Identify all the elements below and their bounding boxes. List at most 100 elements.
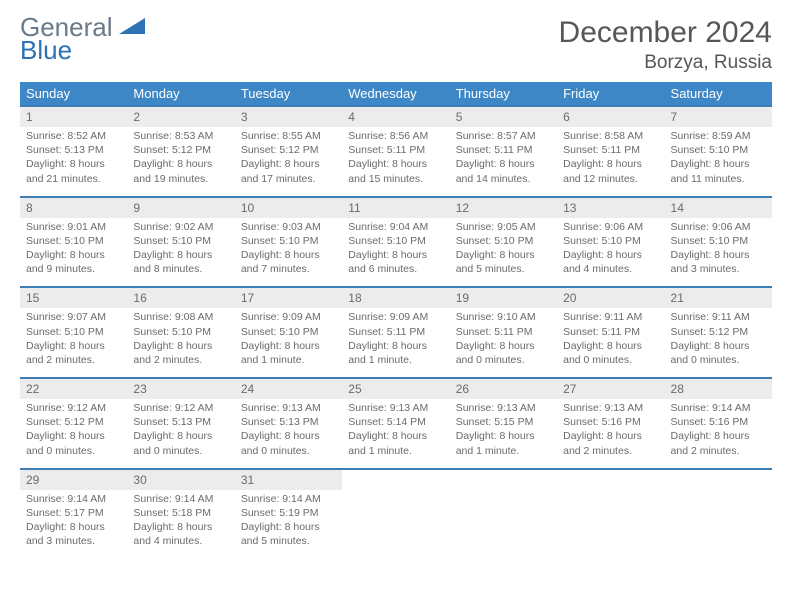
daylight-line: Daylight: 8 hours and 3 minutes.	[671, 248, 766, 276]
dow-saturday: Saturday	[665, 82, 772, 106]
page-header: General Blue December 2024 Borzya, Russi…	[20, 16, 772, 74]
day-cell: 29Sunrise: 9:14 AMSunset: 5:17 PMDayligh…	[20, 469, 127, 559]
day-content: Sunrise: 9:08 AMSunset: 5:10 PMDaylight:…	[127, 308, 234, 377]
day-content: Sunrise: 9:01 AMSunset: 5:10 PMDaylight:…	[20, 218, 127, 287]
day-cell: 22Sunrise: 9:12 AMSunset: 5:12 PMDayligh…	[20, 378, 127, 469]
day-number: 28	[665, 379, 772, 399]
day-number: 9	[127, 198, 234, 218]
sunrise-line: Sunrise: 9:11 AM	[671, 310, 766, 324]
sunset-line: Sunset: 5:18 PM	[133, 506, 228, 520]
sunrise-line: Sunrise: 8:58 AM	[563, 129, 658, 143]
day-number: 7	[665, 107, 772, 127]
page-title: December 2024	[559, 16, 772, 50]
day-cell: 28Sunrise: 9:14 AMSunset: 5:16 PMDayligh…	[665, 378, 772, 469]
day-cell: 10Sunrise: 9:03 AMSunset: 5:10 PMDayligh…	[235, 197, 342, 288]
logo-text: General Blue	[20, 16, 113, 63]
calendar-body: 1Sunrise: 8:52 AMSunset: 5:13 PMDaylight…	[20, 106, 772, 559]
day-content: Sunrise: 9:14 AMSunset: 5:19 PMDaylight:…	[235, 490, 342, 559]
day-number: 20	[557, 288, 664, 308]
location-label: Borzya, Russia	[559, 52, 772, 74]
sunrise-line: Sunrise: 9:13 AM	[456, 401, 551, 415]
sunset-line: Sunset: 5:11 PM	[348, 143, 443, 157]
daylight-line: Daylight: 8 hours and 2 minutes.	[563, 429, 658, 457]
day-content: Sunrise: 9:13 AMSunset: 5:16 PMDaylight:…	[557, 399, 664, 468]
sunrise-line: Sunrise: 9:07 AM	[26, 310, 121, 324]
daylight-line: Daylight: 8 hours and 0 minutes.	[456, 339, 551, 367]
sunrise-line: Sunrise: 9:01 AM	[26, 220, 121, 234]
daylight-line: Daylight: 8 hours and 17 minutes.	[241, 157, 336, 185]
sunrise-line: Sunrise: 9:12 AM	[133, 401, 228, 415]
day-content: Sunrise: 9:10 AMSunset: 5:11 PMDaylight:…	[450, 308, 557, 377]
day-content: Sunrise: 9:11 AMSunset: 5:11 PMDaylight:…	[557, 308, 664, 377]
daylight-line: Daylight: 8 hours and 0 minutes.	[133, 429, 228, 457]
daylight-line: Daylight: 8 hours and 1 minute.	[348, 339, 443, 367]
day-number: 10	[235, 198, 342, 218]
day-number: 12	[450, 198, 557, 218]
day-number: 11	[342, 198, 449, 218]
sunrise-line: Sunrise: 9:13 AM	[241, 401, 336, 415]
sunrise-line: Sunrise: 8:56 AM	[348, 129, 443, 143]
sunset-line: Sunset: 5:13 PM	[26, 143, 121, 157]
sunset-line: Sunset: 5:10 PM	[563, 234, 658, 248]
daylight-line: Daylight: 8 hours and 1 minute.	[348, 429, 443, 457]
day-number: 6	[557, 107, 664, 127]
sunset-line: Sunset: 5:16 PM	[671, 415, 766, 429]
day-number: 24	[235, 379, 342, 399]
dow-sunday: Sunday	[20, 82, 127, 106]
sunset-line: Sunset: 5:11 PM	[563, 325, 658, 339]
day-number: 27	[557, 379, 664, 399]
title-block: December 2024 Borzya, Russia	[559, 16, 772, 74]
daylight-line: Daylight: 8 hours and 4 minutes.	[133, 520, 228, 548]
logo-line2: Blue	[20, 35, 72, 65]
empty-cell	[450, 469, 557, 559]
day-number: 2	[127, 107, 234, 127]
day-cell: 20Sunrise: 9:11 AMSunset: 5:11 PMDayligh…	[557, 287, 664, 378]
sunrise-line: Sunrise: 9:14 AM	[133, 492, 228, 506]
sunset-line: Sunset: 5:10 PM	[456, 234, 551, 248]
daylight-line: Daylight: 8 hours and 7 minutes.	[241, 248, 336, 276]
day-content: Sunrise: 8:57 AMSunset: 5:11 PMDaylight:…	[450, 127, 557, 196]
day-number: 14	[665, 198, 772, 218]
day-content: Sunrise: 9:14 AMSunset: 5:18 PMDaylight:…	[127, 490, 234, 559]
sunset-line: Sunset: 5:10 PM	[671, 234, 766, 248]
logo-triangle-icon	[119, 16, 145, 36]
sunset-line: Sunset: 5:10 PM	[26, 234, 121, 248]
daylight-line: Daylight: 8 hours and 14 minutes.	[456, 157, 551, 185]
day-cell: 12Sunrise: 9:05 AMSunset: 5:10 PMDayligh…	[450, 197, 557, 288]
day-content: Sunrise: 8:59 AMSunset: 5:10 PMDaylight:…	[665, 127, 772, 196]
day-cell: 5Sunrise: 8:57 AMSunset: 5:11 PMDaylight…	[450, 106, 557, 197]
daylight-line: Daylight: 8 hours and 4 minutes.	[563, 248, 658, 276]
day-cell: 6Sunrise: 8:58 AMSunset: 5:11 PMDaylight…	[557, 106, 664, 197]
day-content: Sunrise: 9:12 AMSunset: 5:13 PMDaylight:…	[127, 399, 234, 468]
daylight-line: Daylight: 8 hours and 2 minutes.	[26, 339, 121, 367]
day-content: Sunrise: 9:03 AMSunset: 5:10 PMDaylight:…	[235, 218, 342, 287]
day-number: 15	[20, 288, 127, 308]
sunset-line: Sunset: 5:16 PM	[563, 415, 658, 429]
daylight-line: Daylight: 8 hours and 2 minutes.	[133, 339, 228, 367]
sunset-line: Sunset: 5:15 PM	[456, 415, 551, 429]
day-cell: 18Sunrise: 9:09 AMSunset: 5:11 PMDayligh…	[342, 287, 449, 378]
day-cell: 16Sunrise: 9:08 AMSunset: 5:10 PMDayligh…	[127, 287, 234, 378]
day-content: Sunrise: 9:11 AMSunset: 5:12 PMDaylight:…	[665, 308, 772, 377]
day-cell: 1Sunrise: 8:52 AMSunset: 5:13 PMDaylight…	[20, 106, 127, 197]
day-content: Sunrise: 9:09 AMSunset: 5:11 PMDaylight:…	[342, 308, 449, 377]
day-number: 16	[127, 288, 234, 308]
day-number: 30	[127, 470, 234, 490]
day-cell: 11Sunrise: 9:04 AMSunset: 5:10 PMDayligh…	[342, 197, 449, 288]
day-content: Sunrise: 9:13 AMSunset: 5:13 PMDaylight:…	[235, 399, 342, 468]
day-number: 26	[450, 379, 557, 399]
sunset-line: Sunset: 5:13 PM	[241, 415, 336, 429]
sunrise-line: Sunrise: 9:06 AM	[563, 220, 658, 234]
day-content: Sunrise: 9:02 AMSunset: 5:10 PMDaylight:…	[127, 218, 234, 287]
day-content: Sunrise: 8:52 AMSunset: 5:13 PMDaylight:…	[20, 127, 127, 196]
day-number: 23	[127, 379, 234, 399]
day-content: Sunrise: 9:13 AMSunset: 5:15 PMDaylight:…	[450, 399, 557, 468]
day-cell: 27Sunrise: 9:13 AMSunset: 5:16 PMDayligh…	[557, 378, 664, 469]
sunset-line: Sunset: 5:12 PM	[241, 143, 336, 157]
week-row: 8Sunrise: 9:01 AMSunset: 5:10 PMDaylight…	[20, 197, 772, 288]
sunrise-line: Sunrise: 9:02 AM	[133, 220, 228, 234]
sunset-line: Sunset: 5:10 PM	[241, 234, 336, 248]
daylight-line: Daylight: 8 hours and 3 minutes.	[26, 520, 121, 548]
day-number: 5	[450, 107, 557, 127]
sunset-line: Sunset: 5:12 PM	[26, 415, 121, 429]
